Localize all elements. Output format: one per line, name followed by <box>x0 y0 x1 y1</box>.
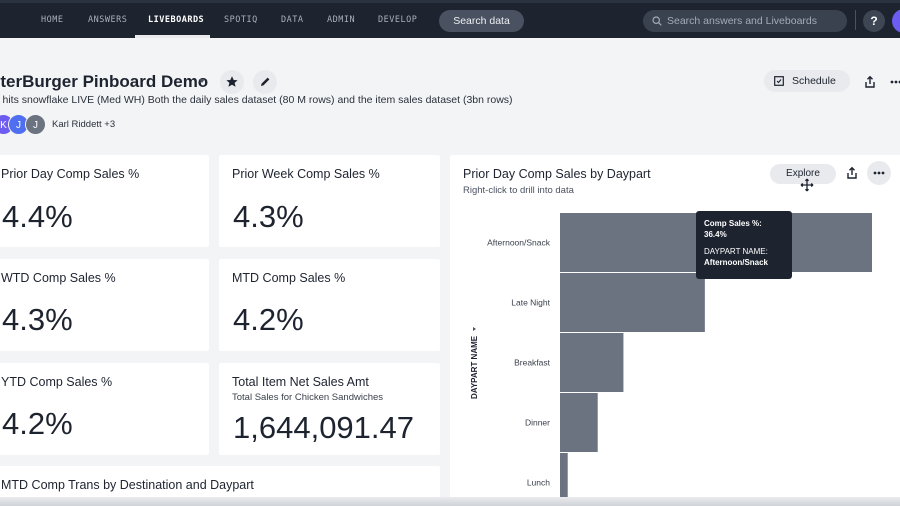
kpi-card-wtd[interactable]: WTD Comp Sales % 4.3% <box>0 259 209 351</box>
card-title: MTD Comp Trans by Destination and Daypar… <box>1 478 254 492</box>
chart-tooltip: Comp Sales %: 36.4% DAYPART NAME: Aftern… <box>696 211 792 279</box>
global-search-placeholder: Search answers and Liveboards <box>667 15 818 27</box>
kpi-value: 4.3% <box>233 199 304 234</box>
tooltip-metric-label: Comp Sales %: <box>704 219 762 228</box>
star-icon <box>226 76 238 87</box>
daypart-bar-chart[interactable]: DAYPART NAME Afternoon/Snack Late Night Br… <box>450 155 900 506</box>
kpi-title: MTD Comp Sales % <box>232 271 346 285</box>
kpi-card-ytd[interactable]: YTD Comp Sales % 4.2% <box>0 363 209 455</box>
category-label: Afternoon/Snack <box>487 238 551 248</box>
kpi-value: 4.2% <box>2 406 73 441</box>
move-cursor-icon <box>800 178 814 192</box>
kpi-value: 1,644,091.47 <box>233 410 415 445</box>
daypart-chart-card[interactable]: Prior Day Comp Sales by Daypart Right-cl… <box>450 155 900 506</box>
kpi-value: 4.4% <box>2 199 73 234</box>
nav-data[interactable]: DATA <box>281 15 304 25</box>
share-icon <box>865 75 875 88</box>
chart-subtitle: Right-click to drill into data <box>463 185 574 196</box>
favorite-button[interactable] <box>220 70 244 94</box>
avatar[interactable]: J <box>25 114 46 135</box>
kpi-value: 4.3% <box>2 302 73 337</box>
top-nav: HOME ANSWERS LIVEBOARDS SPOTIQ DATA ADMI… <box>0 0 900 38</box>
tooltip-dimension-value: Afternoon/Snack <box>704 258 769 267</box>
edit-button[interactable] <box>253 70 277 94</box>
bar-lunch[interactable] <box>560 453 568 506</box>
kpi-subtitle: Total Sales for Chicken Sandwiches <box>232 392 384 403</box>
tooltip-dimension-label: DAYPART NAME: <box>704 247 768 256</box>
search-data-button[interactable]: Search data <box>439 10 524 32</box>
category-label: Late Night <box>511 298 550 308</box>
kpi-card-total-item-net-sales[interactable]: Total Item Net Sales Amt Total Sales for… <box>219 363 440 455</box>
kpi-card-prior-week[interactable]: Prior Week Comp Sales % 4.3% <box>219 155 440 247</box>
y-axis-sort-icon[interactable] <box>473 327 476 331</box>
liveboard-title: nterBurger Pinboard Demo <box>0 72 209 91</box>
nav-home[interactable]: HOME <box>41 15 64 25</box>
help-button[interactable]: ? <box>863 10 885 32</box>
category-labels-layer: Afternoon/Snack Late Night Breakfast Dinner… <box>487 238 551 488</box>
kpi-card-prior-day[interactable]: Prior Day Comp Sales % 4.4% <box>0 155 209 247</box>
more-options-button[interactable] <box>884 70 900 94</box>
bar-dinner[interactable] <box>560 393 598 452</box>
profile-avatar[interactable] <box>892 9 900 33</box>
bar-late-night[interactable] <box>560 273 705 332</box>
y-axis-label: DAYPART NAME <box>470 335 479 399</box>
kpi-title: Prior Day Comp Sales % <box>1 167 140 181</box>
nav-liveboards[interactable]: LIVEBOARDS <box>148 15 205 25</box>
nav-develop[interactable]: DEVELOP <box>378 15 418 25</box>
kpi-title: YTD Comp Sales % <box>1 375 113 389</box>
category-label: Dinner <box>525 418 550 428</box>
bar-breakfast[interactable] <box>560 333 624 392</box>
chart-title: Prior Day Comp Sales by Daypart <box>463 167 651 181</box>
kpi-title: Total Item Net Sales Amt <box>232 375 369 389</box>
chart-more-button[interactable] <box>867 161 891 185</box>
top-accent-bar <box>0 0 900 3</box>
nav-admin[interactable]: ADMIN <box>327 15 356 25</box>
schedule-label: Schedule <box>792 75 836 87</box>
chevron-down-icon[interactable] <box>199 79 205 83</box>
category-label: Lunch <box>527 478 550 488</box>
explore-button[interactable]: Explore <box>770 164 836 184</box>
nav-active-indicator <box>135 35 210 38</box>
nav-answers[interactable]: ANSWERS <box>88 15 128 25</box>
kpi-title: Prior Week Comp Sales % <box>232 167 380 181</box>
tooltip-metric-value: 36.4% <box>704 230 727 239</box>
category-label: Breakfast <box>514 358 551 368</box>
nav-divider <box>855 10 856 30</box>
chart-share-button[interactable] <box>840 161 864 185</box>
liveboard-description: is hits snowflake LIVE (Med WH) Both the… <box>0 94 513 106</box>
share-button[interactable] <box>858 70 882 94</box>
search-icon <box>652 16 662 26</box>
calendar-icon <box>774 76 784 86</box>
kpi-card-mtd[interactable]: MTD Comp Sales % 4.2% <box>219 259 440 351</box>
global-search-input[interactable]: Search answers and Liveboards <box>643 10 847 32</box>
more-icon <box>890 80 900 84</box>
more-icon <box>873 171 885 175</box>
authors-label[interactable]: Karl Riddett +3 <box>52 119 116 130</box>
bottom-edge <box>0 497 900 506</box>
share-icon <box>847 166 857 179</box>
nav-spotiq[interactable]: SPOTIQ <box>224 15 258 25</box>
schedule-button[interactable]: Schedule <box>764 70 850 92</box>
pencil-icon <box>261 77 270 86</box>
kpi-value: 4.2% <box>233 302 304 337</box>
kpi-title: WTD Comp Sales % <box>1 271 116 285</box>
